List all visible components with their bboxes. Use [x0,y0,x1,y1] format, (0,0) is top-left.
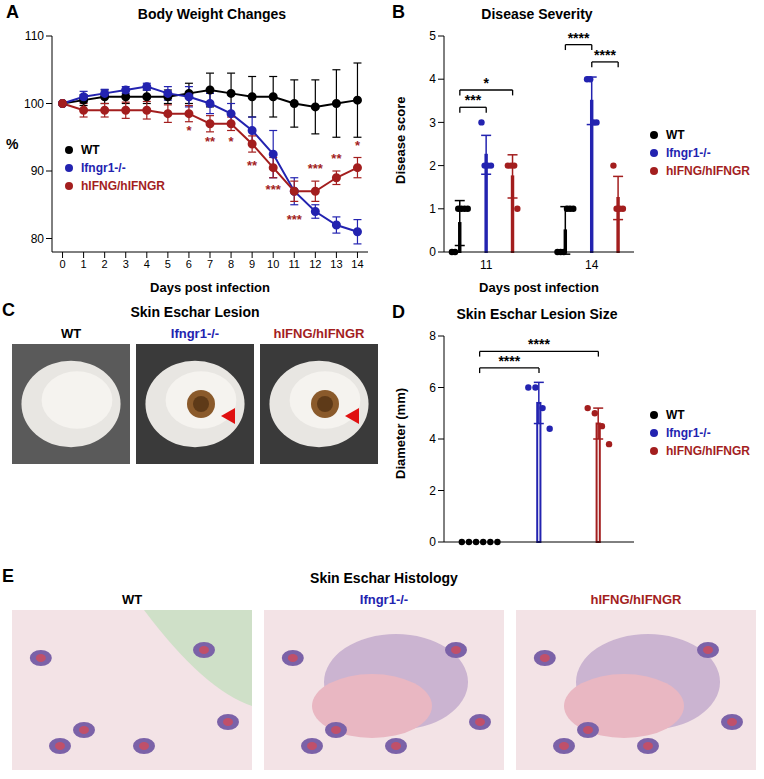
svg-text:Disease score: Disease score [393,97,408,184]
svg-text:***: *** [266,182,282,197]
svg-text:***: *** [287,212,303,227]
svg-text:**: ** [205,134,216,149]
svg-text:14: 14 [351,258,363,270]
svg-text:80: 80 [31,232,45,246]
svg-text:**: ** [331,151,342,166]
svg-text:4: 4 [429,432,436,446]
svg-text:****: **** [498,353,520,369]
svg-text:11: 11 [289,258,300,270]
svg-text:0: 0 [429,245,436,259]
html-text:Body Weight Changes: Body Weight Changes [137,6,287,22]
svg-text:%: % [6,136,19,152]
html-text:WT: WT [666,128,685,142]
html-text:hIFNG/hIFNGR: hIFNG/hIFNGR [273,326,365,341]
svg-text:***: *** [465,92,482,108]
svg-text:*: * [186,123,192,138]
html-text:hIFNG/hIFNGR: hIFNG/hIFNGR [590,592,682,607]
svg-text:3: 3 [123,258,129,270]
html-text:WT: WT [121,592,143,607]
svg-text:****: **** [594,47,616,63]
html-text:Skin Eschar Histology: Skin Eschar Histology [310,570,458,586]
svg-text:6: 6 [186,258,192,270]
svg-text:14: 14 [585,258,599,272]
html-text:hIFNG/hIFNGR: hIFNG/hIFNGR [666,164,750,178]
html-text:WT: WT [60,326,82,341]
svg-text:**: ** [247,158,258,173]
svg-text:4: 4 [429,72,436,86]
svg-text:*: * [229,134,235,149]
svg-text:****: **** [528,336,550,352]
html-text:hIFNG/hIFNGR: hIFNG/hIFNGR [81,179,165,193]
html-text:Ifngr1-/-: Ifngr1-/- [666,146,711,160]
svg-text:2: 2 [429,484,436,498]
html-text:Ifngr1-/-: Ifngr1-/- [81,161,126,175]
svg-text:***: *** [308,161,324,176]
svg-text:Diameter (mm): Diameter (mm) [393,388,408,479]
svg-text:8: 8 [429,329,436,343]
svg-text:5: 5 [429,29,436,43]
svg-text:*: * [483,75,489,91]
html-text:C: C [2,300,15,320]
svg-text:1: 1 [81,258,87,270]
html-text:A: A [6,2,19,22]
svg-text:8: 8 [228,258,234,270]
svg-text:****: **** [568,30,590,46]
html-text:WT: WT [81,143,100,157]
html-text:Ifngr1-/-: Ifngr1-/- [666,426,711,440]
html-text:Skin Eschar Lesion: Skin Eschar Lesion [130,304,260,320]
svg-text:7: 7 [207,258,213,270]
svg-text:Days post infection: Days post infection [479,280,599,295]
svg-text:90: 90 [31,164,45,178]
svg-text:5: 5 [165,258,171,270]
svg-text:4: 4 [144,258,150,270]
svg-text:2: 2 [102,258,108,270]
svg-text:12: 12 [309,258,321,270]
svg-text:13: 13 [330,258,342,270]
html-text:D: D [392,302,405,322]
html-text:WT: WT [666,408,685,422]
html-text:Ifngr1-/-: Ifngr1-/- [170,326,220,341]
svg-text:11: 11 [480,258,493,272]
svg-text:9: 9 [249,258,255,270]
svg-text:100: 100 [24,97,44,111]
svg-text:0: 0 [59,258,65,270]
svg-text:110: 110 [25,29,44,43]
svg-text:*: * [355,138,361,153]
html-text:Disease Severity: Disease Severity [481,6,593,22]
svg-text:Days post infection: Days post infection [150,280,270,295]
html-text:Ifngr1-/-: Ifngr1-/- [359,592,409,607]
svg-text:0: 0 [429,535,436,549]
html-text:E: E [2,566,14,586]
svg-text:1: 1 [429,202,436,216]
html-text:Skin Eschar Lesion Size: Skin Eschar Lesion Size [456,306,618,322]
html-text:B: B [392,2,405,22]
html-text:hIFNG/hIFNGR: hIFNG/hIFNGR [666,444,750,458]
svg-text:6: 6 [429,381,436,395]
svg-text:3: 3 [429,116,436,130]
svg-text:10: 10 [267,258,279,270]
svg-text:2: 2 [429,159,436,173]
